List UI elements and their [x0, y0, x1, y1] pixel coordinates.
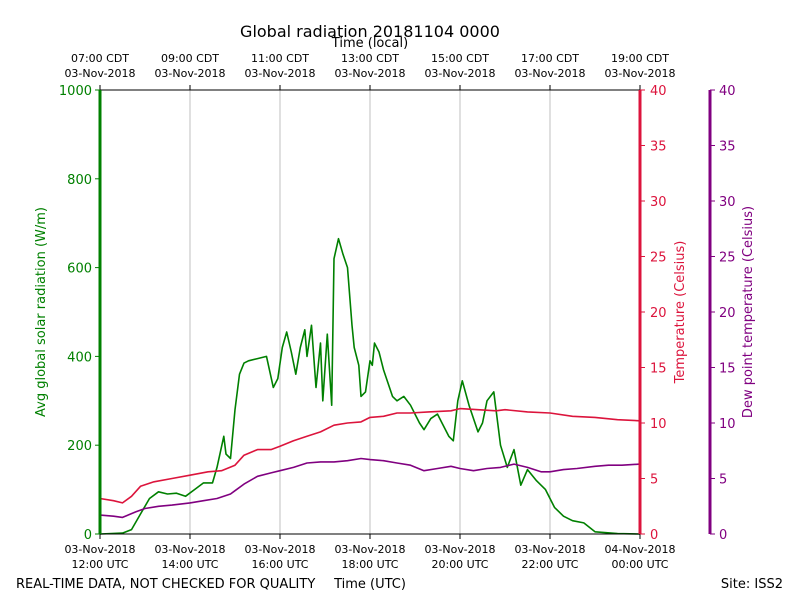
radiation-tick-label: 1000 [59, 84, 92, 99]
ticks-group: 03-Nov-2018 12:00 UTC 03-Nov-2018 14:00 UTC… [59, 52, 736, 571]
top-tick-label-time: 11:00 CDT [251, 52, 309, 65]
series-line-dewpoint [99, 457, 641, 519]
top-tick-label-date: 03-Nov-2018 [154, 67, 225, 80]
temperature-axis-label: Temperature (Celsius) [673, 241, 688, 385]
bottom-tick-label-time: 22:00 UTC [521, 558, 578, 571]
dewpoint-tick-label: 5 [719, 473, 727, 488]
temperature-tick-label: 15 [650, 362, 667, 377]
bottom-tick-label-time: 18:00 UTC [341, 558, 398, 571]
bottom-tick-label-date: 04-Nov-2018 [604, 543, 675, 556]
temperature-tick-label: 35 [650, 140, 667, 155]
dewpoint-tick-label: 10 [719, 417, 736, 432]
top-tick-label-time: 07:00 CDT [71, 52, 129, 65]
bottom-tick-label-time: 12:00 UTC [71, 558, 128, 571]
bottom-tick-label-date: 03-Nov-2018 [334, 543, 405, 556]
bottom-tick-label-date: 03-Nov-2018 [424, 543, 495, 556]
dewpoint-tick-label: 0 [719, 528, 727, 543]
bottom-tick-label-time: 00:00 UTC [611, 558, 668, 571]
dewpoint-tick-label: 25 [719, 251, 736, 266]
bottom-tick-label-time: 16:00 UTC [251, 558, 308, 571]
temperature-tick-label: 25 [650, 251, 667, 266]
radiation-tick-label: 200 [67, 439, 92, 454]
bottom-tick-label-time: 14:00 UTC [161, 558, 218, 571]
radiation-tick-label: 0 [84, 528, 92, 543]
top-axis-label: Time (local) [331, 36, 408, 51]
top-tick-label-date: 03-Nov-2018 [514, 67, 585, 80]
top-tick-label-time: 15:00 CDT [431, 52, 489, 65]
radiation-axis-label: Avg global solar radiation (W/m) [34, 207, 49, 417]
radiation-tick-label: 600 [67, 262, 92, 277]
dewpoint-tick-label: 30 [719, 195, 736, 210]
bottom-tick-label-date: 03-Nov-2018 [244, 543, 315, 556]
radiation-tick-label: 800 [67, 173, 92, 188]
temperature-tick-label: 10 [650, 417, 667, 432]
dewpoint-tick-label: 40 [719, 84, 736, 99]
temperature-tick-label: 30 [650, 195, 667, 210]
series-line-radiation [99, 237, 641, 535]
bottom-tick-label-date: 03-Nov-2018 [514, 543, 585, 556]
dewpoint-tick-label: 15 [719, 362, 736, 377]
series-line-temperature [99, 407, 641, 504]
top-tick-label-time: 19:00 CDT [611, 52, 669, 65]
bottom-tick-label-time: 20:00 UTC [431, 558, 488, 571]
chart-title: Global radiation 20181104 0000 [240, 22, 500, 41]
temperature-tick-label: 40 [650, 84, 667, 99]
top-tick-label-date: 03-Nov-2018 [604, 67, 675, 80]
temperature-tick-label: 5 [650, 473, 658, 488]
temperature-tick-label: 20 [650, 306, 667, 321]
footer-left-note: REAL-TIME DATA, NOT CHECKED FOR QUALITY [16, 577, 315, 592]
top-tick-label-time: 17:00 CDT [521, 52, 579, 65]
top-tick-label-date: 03-Nov-2018 [64, 67, 135, 80]
top-tick-label-time: 13:00 CDT [341, 52, 399, 65]
bottom-tick-label-date: 03-Nov-2018 [64, 543, 135, 556]
radiation-tick-label: 400 [67, 350, 92, 365]
top-tick-label-date: 03-Nov-2018 [244, 67, 315, 80]
dewpoint-tick-label: 35 [719, 140, 736, 155]
bottom-axis-label: Time (UTC) [333, 577, 406, 592]
top-tick-label-date: 03-Nov-2018 [334, 67, 405, 80]
top-tick-label-date: 03-Nov-2018 [424, 67, 495, 80]
series-group [99, 237, 641, 535]
temperature-tick-label: 0 [650, 528, 658, 543]
footer-right-site: Site: ISS2 [721, 577, 783, 592]
top-tick-label-time: 09:00 CDT [161, 52, 219, 65]
dewpoint-tick-label: 20 [719, 306, 736, 321]
bottom-tick-label-date: 03-Nov-2018 [154, 543, 225, 556]
dewpoint-axis-label: Dew point temperature (Celsius) [741, 206, 756, 418]
